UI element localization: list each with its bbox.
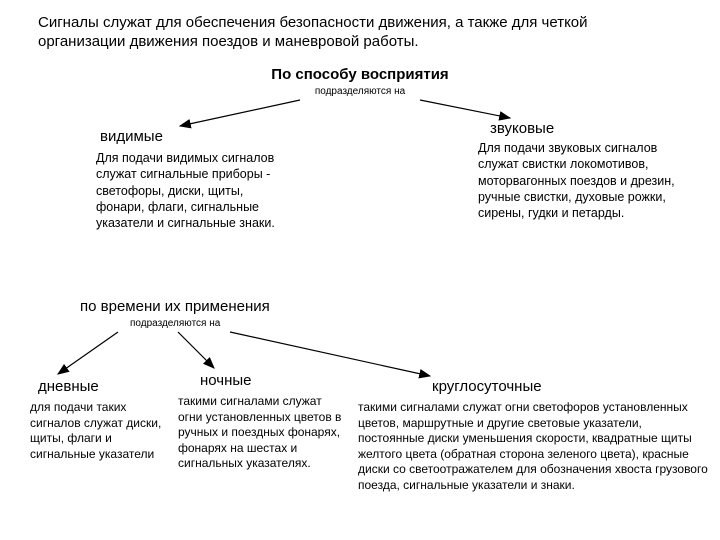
branch-247-title: круглосуточные [432, 378, 542, 395]
section2-title: по времени их применения [80, 298, 270, 315]
arrow-to-day [58, 332, 118, 374]
branch-audible-desc: Для подачи звуковых сигналов служат свис… [478, 140, 678, 221]
arrow-to-audible [420, 100, 510, 118]
section2-sub: подразделяются на [130, 318, 220, 329]
section1-title: По способу восприятия [0, 66, 720, 83]
arrow-to-247 [230, 332, 430, 376]
branch-night-title: ночные [200, 372, 252, 389]
arrow-to-night [178, 332, 214, 368]
branch-audible-title: звуковые [490, 120, 554, 137]
branch-night-desc: такими сигналами служат огни установленн… [178, 394, 348, 472]
branch-247-desc: такими сигналами служат огни светофоров … [358, 400, 708, 494]
branch-day-title: дневные [38, 378, 99, 395]
intro-text: Сигналы служат для обеспечения безопасно… [38, 14, 678, 52]
branch-visible-desc: Для подачи видимых сигналов служат сигна… [96, 150, 276, 231]
arrow-to-visible [180, 100, 300, 126]
branch-visible-title: видимые [100, 128, 163, 145]
section1-sub: подразделяются на [0, 86, 720, 97]
branch-day-desc: для подачи таких сигналов служат диски, … [30, 400, 170, 462]
